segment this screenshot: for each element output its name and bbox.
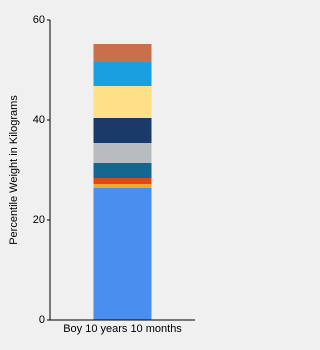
y-tick-label: 0	[39, 314, 45, 326]
bar-segment	[93, 143, 152, 163]
y-tick-label: 20	[33, 214, 45, 226]
chart: Percentile Weight in Kilograms 0 20 40 60 Bo…	[8, 14, 195, 335]
y-tick-label: 40	[33, 114, 45, 126]
bar-segment	[93, 118, 152, 143]
bar-segment	[93, 184, 152, 188]
bar-segment	[93, 163, 152, 178]
bar-segment	[93, 178, 152, 184]
x-tick-label: Boy 10 years 10 months	[63, 323, 182, 335]
bar-segment	[93, 62, 152, 86]
y-tick-label: 60	[33, 14, 45, 26]
y-axis-label: Percentile Weight in Kilograms	[8, 95, 20, 245]
bar-segment	[93, 86, 152, 118]
bar-segment	[93, 188, 152, 320]
bar-segment	[93, 44, 152, 62]
